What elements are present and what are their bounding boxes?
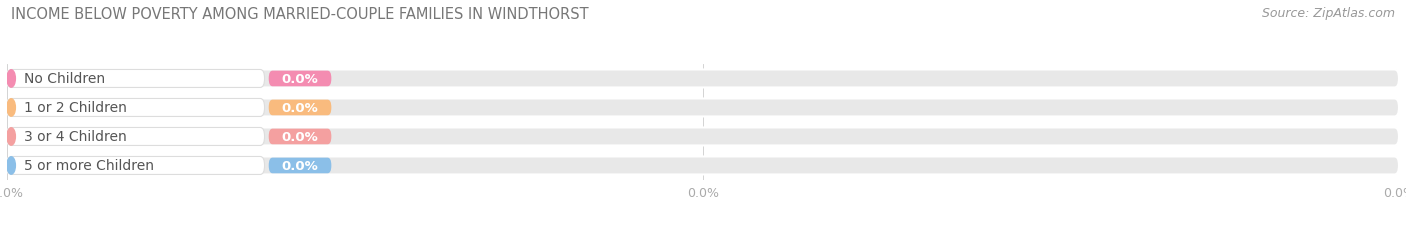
FancyBboxPatch shape [7,157,264,175]
FancyBboxPatch shape [269,100,332,116]
Circle shape [7,157,15,174]
FancyBboxPatch shape [269,129,332,145]
Text: 3 or 4 Children: 3 or 4 Children [24,130,127,144]
FancyBboxPatch shape [7,70,264,88]
FancyBboxPatch shape [269,158,332,173]
Text: 5 or more Children: 5 or more Children [24,159,153,173]
Text: Source: ZipAtlas.com: Source: ZipAtlas.com [1261,7,1395,20]
Text: 1 or 2 Children: 1 or 2 Children [24,101,127,115]
Circle shape [7,70,15,88]
Circle shape [7,128,15,146]
Text: INCOME BELOW POVERTY AMONG MARRIED-COUPLE FAMILIES IN WINDTHORST: INCOME BELOW POVERTY AMONG MARRIED-COUPL… [11,7,589,22]
Text: No Children: No Children [24,72,105,86]
FancyBboxPatch shape [7,128,264,146]
Text: 0.0%: 0.0% [281,130,318,143]
FancyBboxPatch shape [269,71,332,87]
FancyBboxPatch shape [7,70,1399,88]
Circle shape [7,99,15,117]
Text: 0.0%: 0.0% [281,159,318,172]
Text: 0.0%: 0.0% [281,101,318,115]
Text: 0.0%: 0.0% [281,73,318,86]
FancyBboxPatch shape [7,99,1399,117]
FancyBboxPatch shape [7,99,264,117]
FancyBboxPatch shape [7,128,1399,146]
FancyBboxPatch shape [7,157,1399,175]
